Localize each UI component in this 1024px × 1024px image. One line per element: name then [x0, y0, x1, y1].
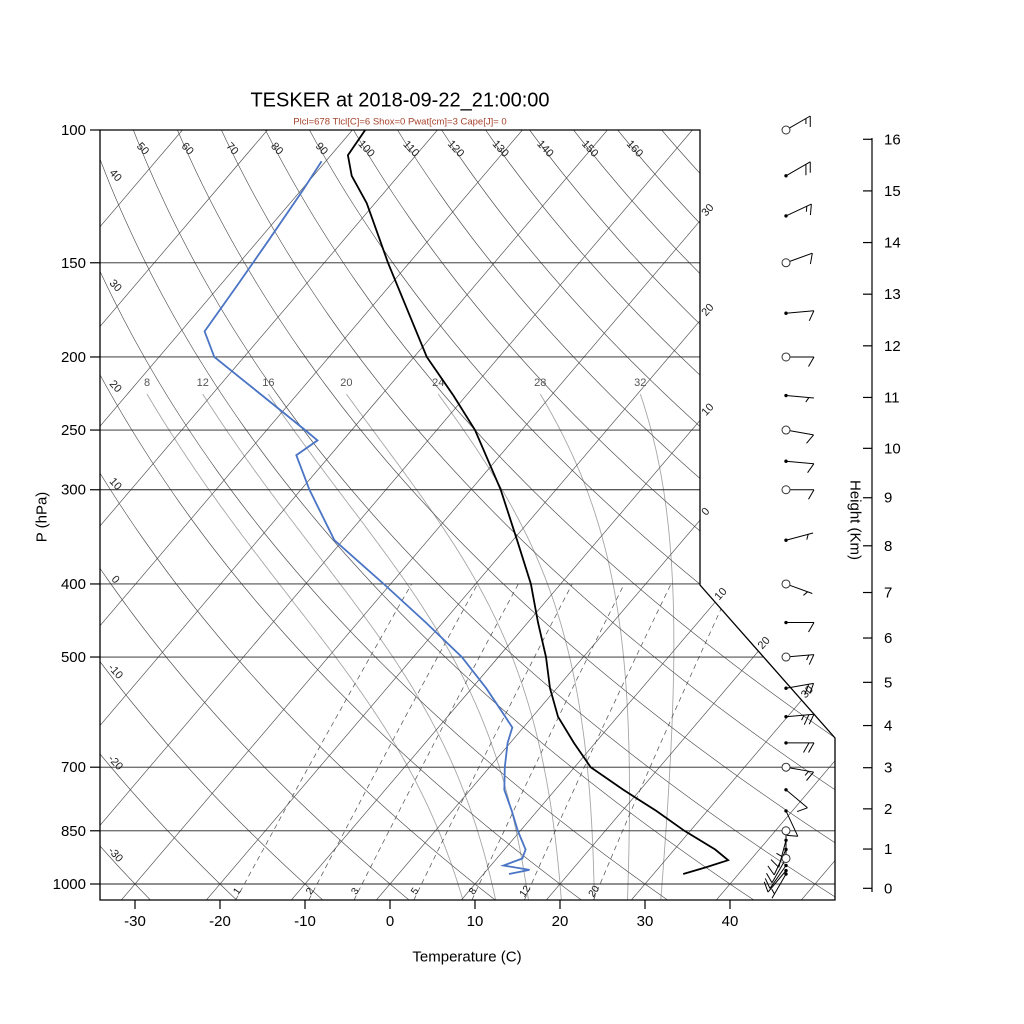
svg-text:20: 20	[340, 377, 352, 389]
mixing-ratio-lines	[235, 583, 733, 900]
stability-indices-subtitle: Plcl=678 Tlcl[C]=6 Shox=0 Pwat[cm]=3 Cap…	[293, 116, 507, 128]
grid-labels: 50 60 70 80 90 100 110 120 130 140 150 160403020100…	[105, 138, 816, 899]
svg-text:200: 200	[61, 349, 86, 366]
dry-adiabats	[100, 130, 835, 900]
svg-text:20: 20	[587, 883, 603, 899]
svg-text:32: 32	[634, 377, 646, 389]
pressure-gridlines	[100, 129, 835, 885]
svg-text:-30: -30	[105, 845, 125, 865]
svg-text:13: 13	[884, 286, 901, 303]
svg-text:130: 130	[490, 138, 511, 160]
svg-text:16: 16	[884, 131, 901, 148]
svg-text:1: 1	[884, 841, 892, 858]
svg-text:16: 16	[262, 377, 274, 389]
svg-text:400: 400	[61, 576, 86, 593]
svg-text:20: 20	[107, 378, 124, 395]
svg-text:0: 0	[386, 913, 394, 930]
svg-text:850: 850	[61, 823, 86, 840]
svg-text:300: 300	[61, 482, 86, 499]
svg-text:20: 20	[756, 635, 773, 652]
svg-text:-20: -20	[209, 913, 231, 930]
svg-text:30: 30	[637, 913, 654, 930]
height-axis-title: Height (Km)	[846, 479, 864, 561]
sounding-curves	[203, 130, 730, 875]
svg-text:4: 4	[884, 718, 892, 735]
svg-text:10: 10	[712, 586, 729, 603]
svg-text:0: 0	[884, 880, 892, 897]
chart-title: TESKER at 2018-09-22_21:00:00	[250, 89, 550, 112]
svg-text:30: 30	[699, 202, 716, 219]
svg-text:8: 8	[467, 886, 479, 897]
wind-barbs	[763, 115, 815, 899]
svg-text:10: 10	[107, 476, 124, 493]
svg-text:12: 12	[518, 883, 534, 899]
dewpoint-curve	[203, 160, 530, 875]
svg-text:30: 30	[107, 277, 124, 294]
svg-text:50: 50	[134, 140, 151, 157]
isotherms	[100, 130, 835, 900]
svg-text:11: 11	[884, 389, 900, 406]
svg-text:14: 14	[884, 235, 901, 252]
svg-text:9: 9	[884, 490, 892, 507]
svg-text:12: 12	[197, 377, 209, 389]
svg-text:140: 140	[534, 138, 555, 160]
svg-text:3: 3	[884, 760, 892, 777]
svg-text:20: 20	[552, 913, 569, 930]
svg-text:100: 100	[355, 138, 376, 160]
svg-text:40: 40	[722, 913, 739, 930]
svg-text:250: 250	[61, 422, 86, 439]
svg-text:8: 8	[144, 377, 150, 389]
svg-text:10: 10	[884, 440, 901, 457]
svg-text:10: 10	[467, 913, 484, 930]
svg-text:10: 10	[699, 401, 716, 418]
svg-text:8: 8	[884, 538, 892, 555]
svg-text:2: 2	[884, 801, 892, 818]
svg-text:150: 150	[61, 255, 86, 272]
svg-text:120: 120	[445, 138, 466, 160]
svg-text:-10: -10	[105, 662, 125, 682]
svg-text:1000: 1000	[53, 876, 86, 893]
svg-text:5: 5	[409, 886, 421, 897]
svg-text:0: 0	[699, 506, 712, 519]
svg-text:-20: -20	[105, 753, 125, 773]
pressure-axis-title: P (hPa)	[33, 491, 51, 543]
svg-text:20: 20	[699, 302, 716, 319]
svg-text:24: 24	[432, 377, 444, 389]
temperature-curve	[346, 130, 730, 875]
svg-text:6: 6	[884, 630, 892, 647]
svg-text:100: 100	[61, 122, 86, 139]
svg-text:80: 80	[268, 140, 285, 157]
svg-text:1: 1	[231, 886, 243, 897]
svg-text:60: 60	[179, 140, 196, 157]
svg-text:15: 15	[884, 183, 901, 200]
svg-text:-30: -30	[124, 913, 146, 930]
svg-text:7: 7	[884, 585, 892, 602]
moist-adiabats	[146, 393, 675, 900]
svg-text:28: 28	[534, 377, 546, 389]
svg-text:-10: -10	[294, 913, 316, 930]
svg-text:70: 70	[223, 140, 240, 157]
svg-text:12: 12	[884, 338, 901, 355]
temperature-axis-title: Temperature (C)	[412, 948, 522, 966]
svg-text:110: 110	[400, 138, 421, 159]
svg-text:5: 5	[884, 674, 892, 691]
svg-text:3: 3	[349, 886, 361, 897]
svg-text:2: 2	[304, 886, 316, 897]
svg-text:500: 500	[61, 649, 86, 666]
svg-text:90: 90	[313, 140, 330, 157]
plot-border	[99, 129, 836, 901]
svg-text:700: 700	[61, 759, 86, 776]
